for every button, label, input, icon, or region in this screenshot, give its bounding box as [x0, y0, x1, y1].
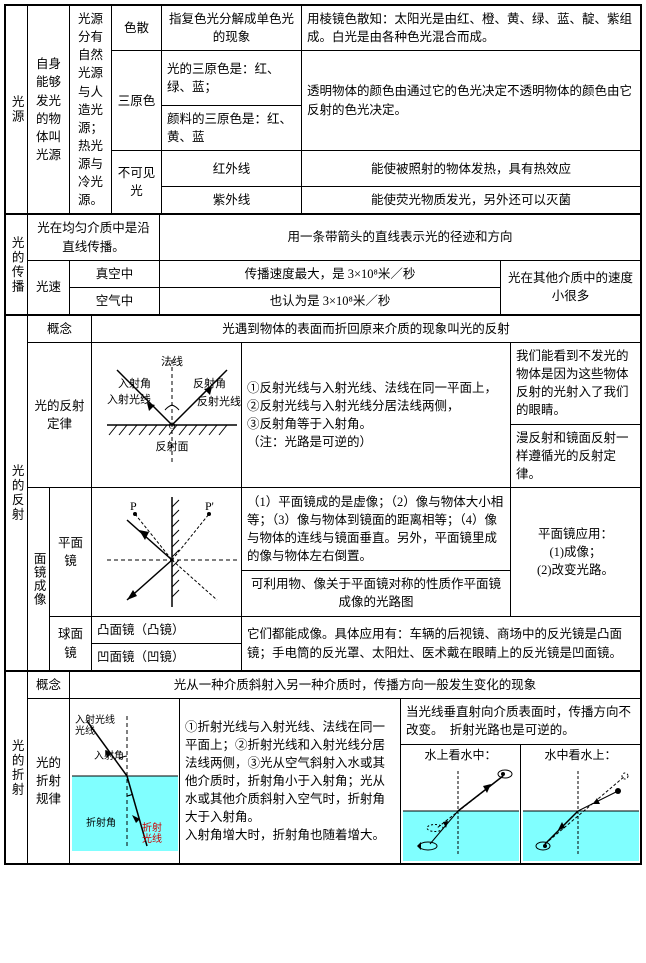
svg-text:反射面: 反射面	[156, 439, 189, 453]
sec2-air: 空气中	[70, 287, 160, 314]
svg-text:入射光线: 入射光线	[75, 713, 115, 726]
svg-text:O: O	[169, 421, 176, 431]
sec2-other: 光在其他介质中的速度小很多	[500, 260, 640, 314]
svg-text:光线: 光线	[75, 724, 95, 737]
sec1-r2c2: 光的三原色是：红、绿、蓝；	[162, 51, 302, 105]
sec1-r2c1: 三原色	[112, 51, 162, 151]
sec4-law: 光的折射规律	[28, 699, 70, 864]
sec2-speed: 光速	[28, 260, 70, 314]
sec4-case2: 水中看水上：	[520, 744, 640, 863]
sec3-sphtext: 它们都能成像。具体应用有：车辆的后视镜、商场中的反光镜是凸面镜；手电筒的反光罩、…	[242, 616, 641, 670]
svg-text:光线: 光线	[142, 832, 162, 845]
sec4-concept: 概念	[28, 672, 70, 699]
sec1-r1c2: 指复色光分解成单色光的现象	[162, 6, 302, 51]
sec4-note: 当光线垂直射向介质表面时，传播方向不改变。 折射光路也是可逆的。	[400, 699, 640, 744]
sec2-vacV: 传播速度最大，是 3×10⁸米／秒	[160, 260, 501, 287]
svg-text:法线: 法线	[161, 355, 183, 368]
sec1-r4c3: 能使被照射的物体发热，具有热效应	[302, 150, 641, 186]
sec3-title: 光的反射	[6, 315, 28, 670]
svg-text:P: P	[130, 499, 137, 513]
sec1-r3c2: 颜料的三原色是：红、黄、蓝	[162, 105, 302, 150]
reflection-diagram: 法线 入射角 反射角 入射光线 反射光线 反射面 O	[92, 343, 242, 488]
sec4-lawtext: ①折射光线与入射光线、法线在同一平面上；②折射光线和入射光线分居法线两侧，③光从…	[180, 699, 401, 864]
sec1-r5c3: 能使荧光物质发光，另外还可以灭菌	[302, 187, 641, 214]
sec4-conceptV: 光从一种介质斜射入另一种介质时，传播方向一般发生变化的现象	[70, 672, 641, 699]
sec3-mirror: 面镜成像	[28, 487, 50, 670]
sec2-r1b: 用一条带箭头的直线表示光的径迹和方向	[160, 215, 641, 260]
sec3-planetext2: 可利用物、像关于平面镜对称的性质作平面镜成像的光路图	[242, 570, 511, 616]
sec3-concept: 概念	[28, 315, 92, 342]
sec2-title: 光的传播	[6, 215, 28, 315]
sec3-lawnote1: 我们能看到不发光的物体是因为这些物体反射的光射入了我们的眼睛。	[510, 343, 640, 425]
svg-text:反射角: 反射角	[193, 376, 226, 390]
sec3-concave: 凹面镜（凹镜）	[92, 644, 242, 671]
sec4-title: 光的折射	[6, 672, 28, 864]
sec4-case1: 水上看水中：	[400, 744, 520, 863]
sec1-r1c1: 色散	[112, 6, 162, 51]
svg-text:入射角: 入射角	[94, 750, 124, 762]
svg-text:入射光线: 入射光线	[107, 392, 151, 406]
svg-text:反射光线: 反射光线	[197, 394, 241, 408]
svg-text:折射: 折射	[142, 821, 162, 834]
refraction-diagram: 入射光线 光线 入射角 折射角 折射 光线	[70, 699, 180, 864]
sec2-r1a: 光在均匀介质中是沿直线传播。	[28, 215, 160, 260]
sec1-r2c3: 透明物体的颜色由通过它的色光决定不透明物体的颜色由它反射的色光决定。	[302, 51, 641, 151]
svg-text:入射角: 入射角	[118, 376, 151, 390]
sec3-lawtext: ①反射光线与入射光线、法线在同一平面上， ②反射光线与入射光线分居法线两侧， ③…	[242, 343, 511, 488]
sec1-title: 光源	[6, 6, 28, 214]
plane-mirror-diagram: P P'	[92, 487, 242, 616]
sec3-convex: 凸面镜（凸镜）	[92, 616, 242, 643]
sec3-planetext: （1）平面镜成的是虚像；（2）像与物体大小相等；（3）像与物体到镜面的距离相等；…	[242, 487, 511, 570]
sec3-sph: 球面镜	[50, 616, 92, 670]
svg-text:P': P'	[205, 499, 214, 513]
sec1-def2: 光源分有自然光源与人造光源；热光源与冷光源。	[70, 6, 112, 214]
svg-text:折射角: 折射角	[86, 816, 116, 829]
sec3-planeapp: 平面镜应用： (1)成像； (2)改变光路。	[510, 487, 640, 616]
sec1-def: 自身能够发光的物体叫光源	[28, 6, 70, 214]
sec2-airV: 也认为是 3×10⁸米／秒	[160, 287, 501, 314]
sec3-plane: 平面镜	[50, 487, 92, 616]
sec1-r4c1: 不可见光	[112, 150, 162, 213]
sec1-r1c3: 用棱镜色散知：太阳光是由红、橙、黄、绿、蓝、靛、紫组成。白光是由各种色光混合而成…	[302, 6, 641, 51]
sec1-r5c2: 紫外线	[162, 187, 302, 214]
sec3-law: 光的反射定律	[28, 343, 92, 488]
sec2-vac: 真空中	[70, 260, 160, 287]
sec3-conceptV: 光遇到物体的表面而折回原来介质的现象叫光的反射	[92, 315, 641, 342]
sec3-lawnote2: 漫反射和镜面反射一样遵循光的反射定律。	[510, 424, 640, 487]
sec1-r4c2: 红外线	[162, 150, 302, 186]
